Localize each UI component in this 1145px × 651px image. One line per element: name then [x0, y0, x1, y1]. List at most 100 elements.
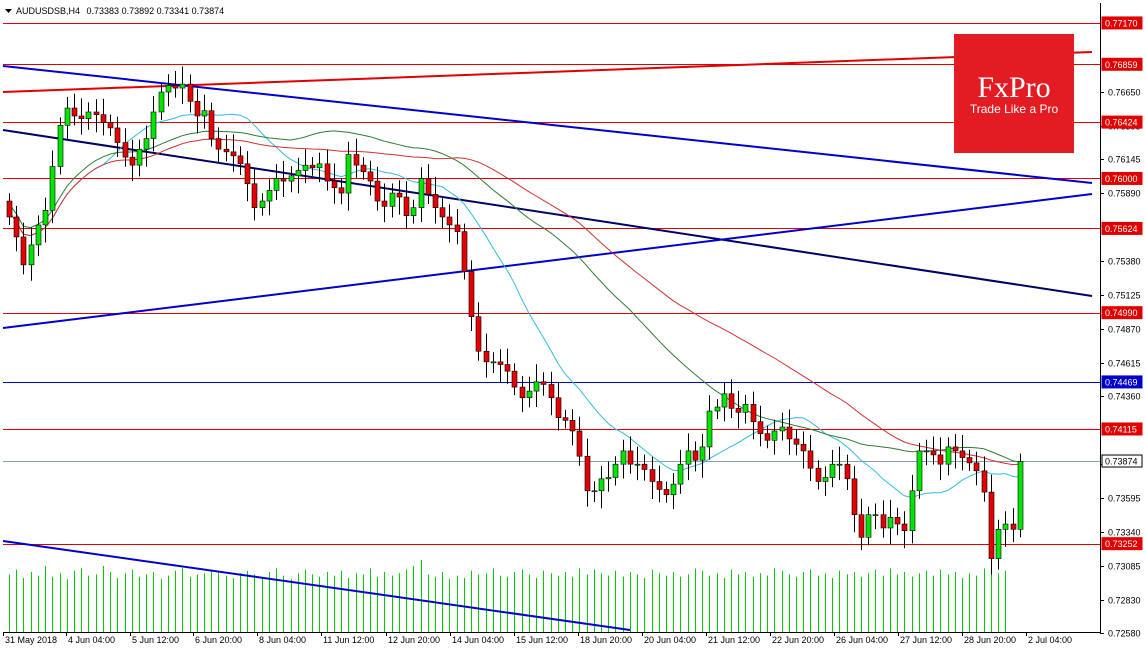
candle-body — [446, 216, 453, 226]
candle-body — [880, 514, 887, 529]
candle-body — [93, 111, 100, 115]
candle-body — [916, 450, 923, 492]
price-box-label: 0.75624 — [1105, 224, 1138, 234]
x-tick-label: 20 Jun 04:00 — [644, 635, 696, 645]
candle — [930, 436, 937, 465]
candle-body — [381, 200, 388, 207]
candle — [728, 379, 735, 418]
candle — [677, 449, 684, 494]
candle — [100, 98, 107, 136]
candle — [490, 352, 497, 374]
candle-body — [670, 483, 677, 496]
candle — [584, 438, 591, 507]
candle-body — [244, 163, 251, 185]
candle — [872, 503, 879, 530]
candle — [627, 436, 634, 474]
candle — [981, 456, 988, 502]
candle-body — [576, 430, 583, 457]
candle — [468, 260, 475, 332]
candle-body — [266, 190, 273, 202]
x-tick-label: 8 Jun 04:00 — [259, 635, 306, 645]
candle — [555, 381, 562, 431]
candle — [374, 166, 381, 211]
candle — [865, 506, 872, 546]
candle — [389, 183, 396, 218]
symbol-label: AUDUSDSB,H4 — [16, 6, 80, 16]
candle-body — [851, 478, 858, 516]
price-box-label: 0.76424 — [1105, 118, 1138, 128]
x-tick-label: 4 Jun 04:00 — [68, 635, 115, 645]
candle — [634, 446, 641, 481]
candle — [612, 456, 619, 486]
candle-body — [627, 450, 634, 465]
y-tick-label: 0.73340 — [1108, 528, 1141, 538]
y-tick-label: 0.74615 — [1108, 359, 1141, 369]
candle-body — [620, 450, 627, 465]
candle-body — [251, 183, 258, 208]
y-tick-label: 0.74360 — [1108, 392, 1141, 402]
candle — [598, 466, 605, 509]
candle-body — [223, 148, 230, 153]
candle — [764, 425, 771, 449]
candle — [266, 179, 273, 216]
time-axis-ticks: 31 May 2018 4 Jun 04:00 5 Jun 12:00 6 Jun 2… — [3, 632, 1072, 645]
candle — [562, 409, 569, 429]
candle-body — [468, 271, 475, 317]
candle — [201, 94, 208, 129]
candle — [706, 395, 713, 460]
candle — [533, 364, 540, 408]
candle-body — [844, 463, 851, 480]
candle-body — [923, 450, 930, 453]
candle — [360, 157, 367, 180]
candle-body — [309, 164, 316, 169]
candle-body — [418, 178, 425, 208]
candle-body — [71, 107, 78, 117]
candle-body — [158, 91, 165, 113]
candle-body — [338, 187, 345, 194]
candle — [699, 434, 706, 478]
x-tick-label: 31 May 2018 — [5, 635, 57, 645]
candle-body — [815, 467, 822, 482]
candle-body — [179, 83, 186, 89]
navy-middle-trendline — [2, 129, 1093, 297]
candle — [670, 472, 677, 510]
candle-body — [677, 463, 684, 485]
candle-body — [562, 417, 569, 421]
candle — [519, 375, 526, 413]
candle — [13, 205, 20, 252]
candle-body — [735, 408, 742, 413]
y-tick-label: 0.73595 — [1108, 494, 1141, 504]
candle-body — [807, 450, 814, 469]
candle — [692, 441, 699, 472]
candle — [309, 157, 316, 176]
candle-body — [230, 151, 237, 157]
candle — [172, 71, 179, 98]
candle — [187, 74, 194, 113]
ma-fast-line — [8, 113, 1020, 498]
price-level-box: 0.76859 — [1101, 57, 1143, 71]
symbol-dropdown-icon[interactable] — [5, 9, 12, 13]
candle-body — [894, 517, 901, 525]
candle-body — [909, 490, 916, 531]
candle-body — [100, 114, 107, 123]
candle — [923, 439, 930, 466]
candle-body — [511, 370, 518, 388]
candle-body — [316, 163, 323, 169]
x-tick-label: 26 Jun 04:00 — [836, 635, 888, 645]
candle — [259, 193, 266, 216]
candle-body — [656, 481, 663, 490]
candle — [223, 134, 230, 162]
candle-body — [1002, 523, 1009, 530]
candle-body — [187, 83, 194, 102]
candle — [288, 166, 295, 193]
candle-body — [836, 463, 843, 466]
candle-body — [663, 489, 670, 496]
candle-body — [475, 316, 482, 352]
candle — [302, 149, 309, 184]
candle-body — [389, 192, 396, 207]
y-tick-label: 0.72580 — [1108, 629, 1141, 639]
x-tick-label: 12 Jun 20:00 — [388, 635, 440, 645]
candle-body — [208, 110, 215, 139]
candle — [605, 461, 612, 492]
